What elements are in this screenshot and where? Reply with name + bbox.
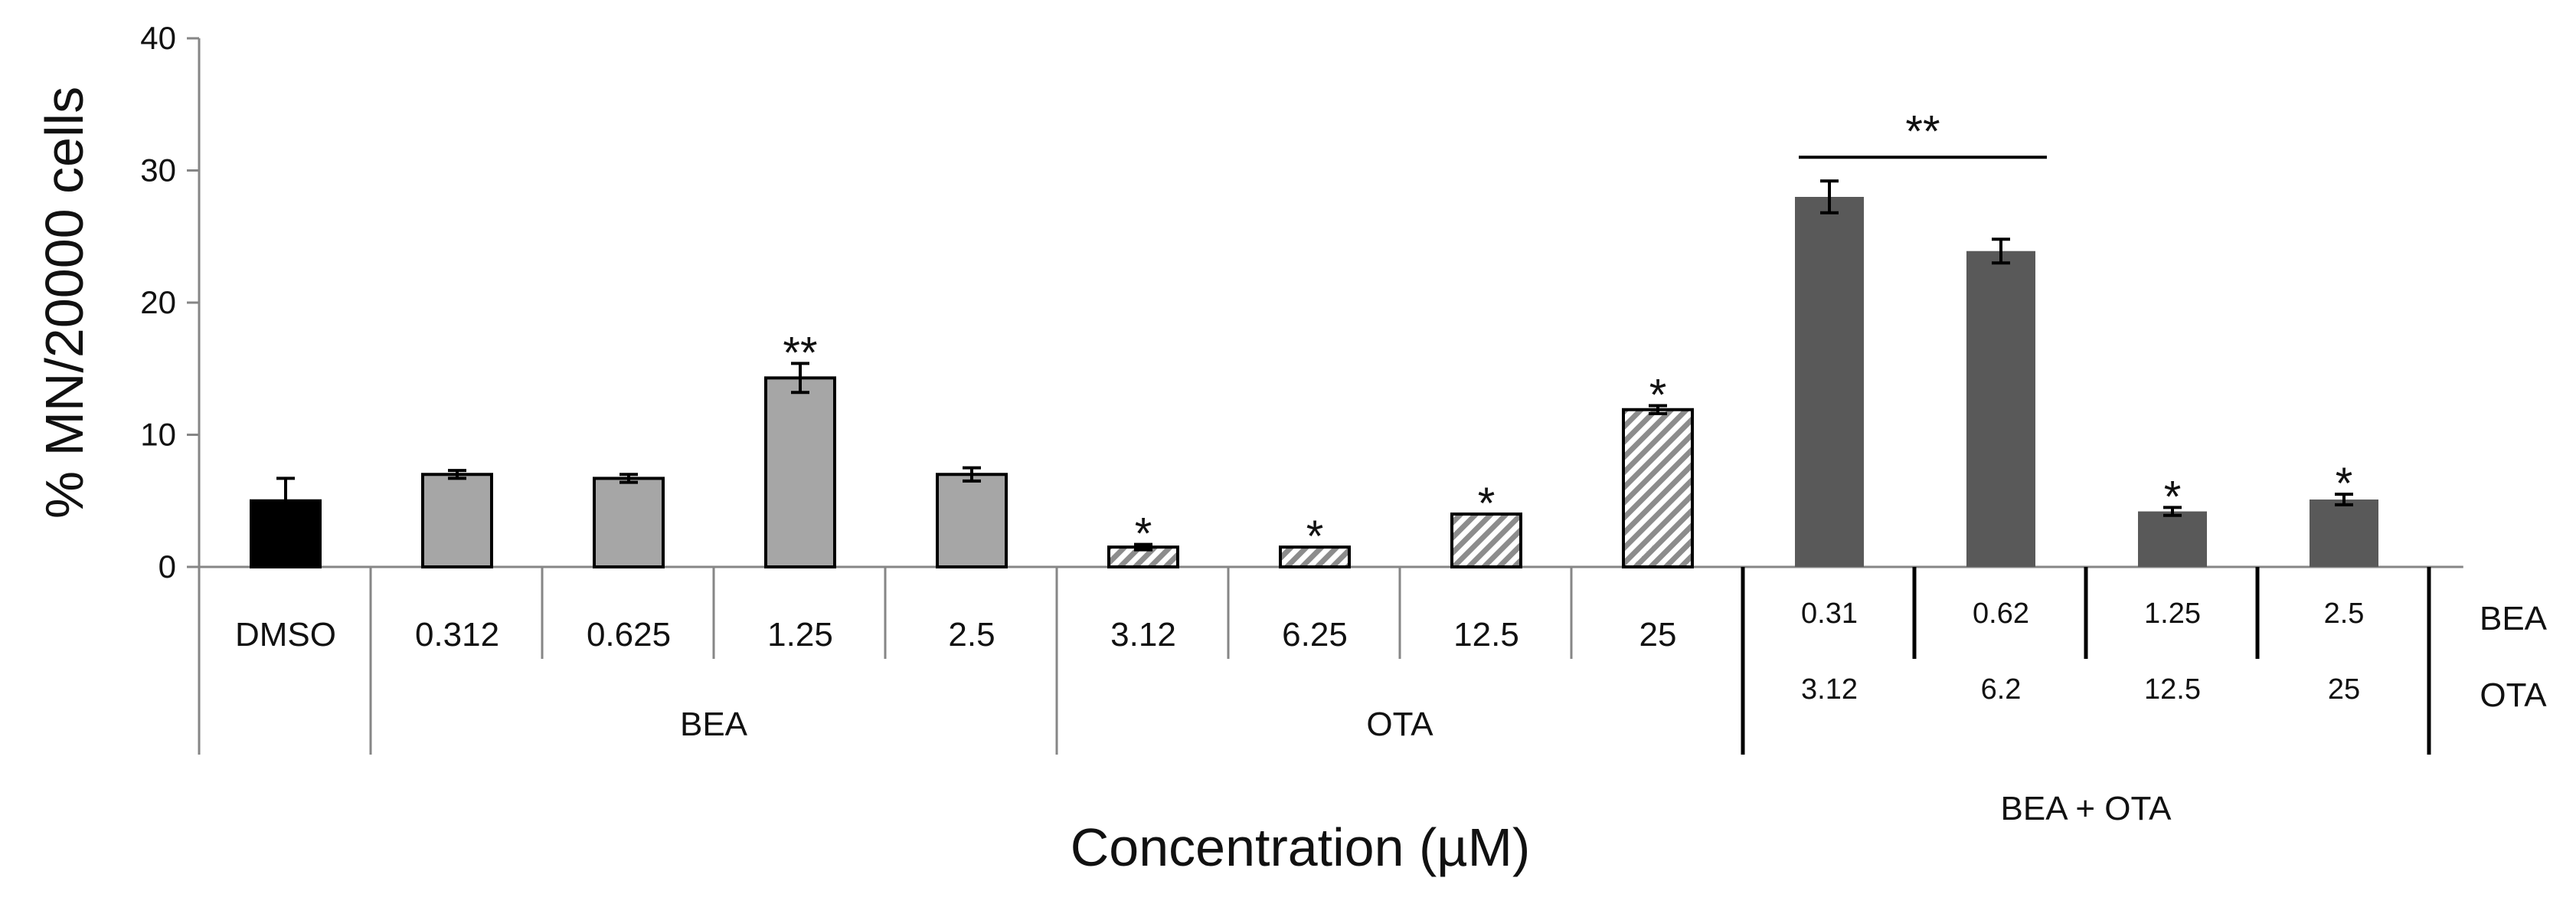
- significance-marker: *: [1649, 371, 1667, 421]
- y-tick-label: 20: [140, 284, 176, 320]
- bar: [2310, 499, 2378, 567]
- combo-ota-label: 3.12: [1801, 673, 1858, 706]
- bar-layer: [250, 156, 2378, 569]
- row-label-bea: BEA: [2480, 600, 2548, 637]
- bracket-significance-marker: **: [1905, 106, 1940, 156]
- y-tick-label: 30: [140, 152, 176, 188]
- bar: [1107, 545, 1179, 568]
- combo-bea-label: 0.31: [1801, 598, 1858, 630]
- group-label: BEA + OTA: [2001, 790, 2172, 827]
- category-label: 12.5: [1453, 616, 1519, 653]
- bar: [2138, 511, 2207, 567]
- bar: [1450, 513, 1522, 568]
- category-label: 3.12: [1110, 616, 1176, 653]
- combo-bea-label: 1.25: [2144, 598, 2201, 630]
- category-label: 25: [1639, 616, 1677, 653]
- bar: [764, 376, 836, 569]
- bar: [1279, 545, 1351, 568]
- group-label: BEA: [680, 706, 748, 743]
- y-tick-label: 0: [159, 549, 176, 585]
- significance-marker: *: [1478, 479, 1496, 529]
- significance-marker: *: [1135, 509, 1152, 559]
- bar: [1966, 251, 2035, 567]
- category-label: DMSO: [235, 616, 336, 653]
- y-axis-title: % MN/20000 cells: [34, 87, 94, 519]
- bar: [936, 473, 1008, 568]
- category-label: 2.5: [948, 616, 995, 653]
- y-tick-label: 40: [140, 20, 176, 56]
- x-axis-title: Concentration (µM): [1071, 817, 1531, 877]
- category-label: 1.25: [767, 616, 833, 653]
- row-label-ota: OTA: [2480, 676, 2547, 714]
- significance-marker: *: [1306, 512, 1324, 562]
- bar: [1622, 408, 1694, 568]
- significance-marker: **: [783, 328, 817, 378]
- category-label: 0.625: [587, 616, 671, 653]
- bar: [1795, 197, 1864, 567]
- combo-bea-label: 2.5: [2324, 598, 2365, 630]
- combo-bea-label: 0.62: [1973, 598, 2029, 630]
- category-label: 6.25: [1282, 616, 1348, 653]
- y-tick-label: 10: [140, 417, 176, 453]
- significance-marker: *: [2164, 472, 2182, 522]
- bar: [421, 473, 493, 568]
- category-label: 0.312: [415, 616, 499, 653]
- significance-marker: *: [2336, 459, 2353, 509]
- group-label: OTA: [1366, 706, 1433, 743]
- bar: [593, 477, 665, 568]
- combo-ota-label: 6.2: [1981, 673, 2022, 706]
- combo-ota-label: 12.5: [2144, 673, 2201, 706]
- combo-ota-label: 25: [2328, 673, 2360, 706]
